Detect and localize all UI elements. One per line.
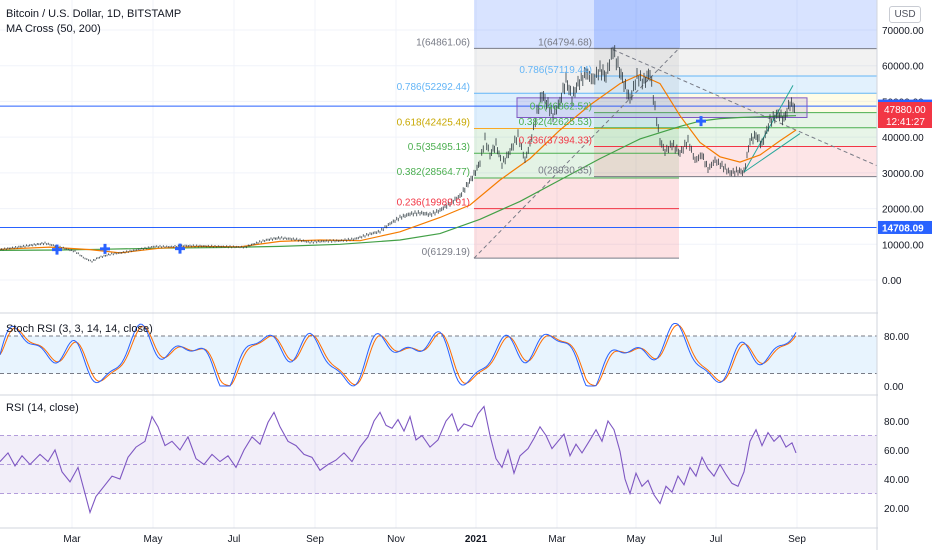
rsi-tick-label: 60.00 xyxy=(884,446,909,457)
price-tick-label: 20000.00 xyxy=(882,205,924,216)
price-tick-label: 60000.00 xyxy=(882,62,924,73)
price-tick-label: 40000.00 xyxy=(882,133,924,144)
symbol-title[interactable]: Bitcoin / U.S. Dollar, 1D, BITSTAMP xyxy=(6,8,182,20)
fib-level-lines xyxy=(474,47,877,259)
time-tick-label: Sep xyxy=(788,534,806,545)
stoch-k-line xyxy=(0,323,797,387)
stoch-band xyxy=(0,336,877,374)
price-tick-label: 0.00 xyxy=(882,276,902,287)
fib-right-label: 0.382(42625.53) xyxy=(519,117,592,128)
ma-cross-legend[interactable]: MA Cross (50, 200) xyxy=(6,23,101,35)
time-tick-label: Nov xyxy=(387,534,405,545)
ma-cross-marker xyxy=(52,244,62,255)
ma-cross-marker xyxy=(175,243,185,254)
ma-cross-marker xyxy=(100,243,110,254)
hline-badge-low: 14708.09 xyxy=(882,223,924,234)
fib-left-label: 0.786(52292.44) xyxy=(397,82,470,93)
rsi-tick-label: 80.00 xyxy=(884,417,909,428)
time-tick-label: 2021 xyxy=(465,534,488,545)
price-candles xyxy=(0,45,795,263)
rectangle-drawing xyxy=(516,97,808,118)
fib-left-label: 0(6129.19) xyxy=(422,247,470,258)
down-trend-dashed xyxy=(612,49,878,167)
time-tick-label: Mar xyxy=(63,534,81,545)
fib-right-label: 0(28930.35) xyxy=(538,166,592,177)
fib-zone xyxy=(474,208,679,259)
time-axis[interactable]: Mar May Jul Sep Nov 2021 Mar May Jul Sep xyxy=(63,534,806,545)
price-tick-label: 30000.00 xyxy=(882,169,924,180)
fib-zone-right xyxy=(594,112,877,128)
fib-right-label: 0.5(46862.52) xyxy=(530,102,592,113)
fib-level-labels: 1(64861.06) 0.786(52292.44) 0.618(42425.49… xyxy=(397,37,592,258)
fib-left-label: 1(64861.06) xyxy=(416,37,470,48)
rsi-legend[interactable]: RSI (14, close) xyxy=(6,402,79,414)
countdown-label: 12:41:27 xyxy=(886,117,925,128)
grid xyxy=(0,0,877,528)
stoch-rsi-pane xyxy=(0,323,877,387)
time-tick-label: Jul xyxy=(710,534,723,545)
stoch-rsi-legend[interactable]: Stoch RSI (3, 3, 14, 14, close) xyxy=(6,323,153,335)
stoch-tick-label: 0.00 xyxy=(884,382,904,393)
ma-cross-marker xyxy=(696,116,706,127)
fib-zone xyxy=(474,177,679,209)
fib-zone-right xyxy=(594,146,877,177)
fib-right-label: 0.786(57119.44) xyxy=(519,65,592,76)
time-tick-label: Sep xyxy=(306,534,324,545)
price-axis[interactable]: 70000.0060000.0050000.0040000.0030000.00… xyxy=(878,0,932,550)
fib-left-label: 0.382(28564.77) xyxy=(397,167,470,178)
rsi-pane xyxy=(0,405,877,515)
fib-left-label: 0.618(42425.49) xyxy=(397,117,470,128)
stoch-tick-label: 80.00 xyxy=(884,332,909,343)
time-tick-label: May xyxy=(144,534,163,545)
fib-right-label: 1(64794.68) xyxy=(538,38,592,49)
last-price-badge-bg xyxy=(878,102,932,128)
hline-badge-low-bg xyxy=(878,220,932,234)
fib-zone-right xyxy=(594,48,877,77)
time-tick-label: Mar xyxy=(548,534,566,545)
fib-left-label: 0.236(19989.91) xyxy=(397,198,470,209)
fib-right-label: 0.236(37394.33) xyxy=(519,135,592,146)
ma-cross-markers xyxy=(52,116,706,255)
fib-zone xyxy=(474,128,679,154)
range-box-top-inner xyxy=(594,0,680,49)
price-axis-background xyxy=(878,0,932,550)
last-price-label: 47880.00 xyxy=(884,105,926,116)
rsi-line xyxy=(0,405,797,515)
channel-lower xyxy=(743,133,801,173)
fib-zone xyxy=(474,93,679,129)
price-tick-label: 10000.00 xyxy=(882,240,924,251)
fib-zone-right xyxy=(594,127,877,147)
fib-left-label: 0.5(35495.13) xyxy=(408,142,470,153)
price-tick-label: 70000.00 xyxy=(882,26,924,37)
fib-zone-right xyxy=(594,76,877,94)
time-tick-label: May xyxy=(627,534,646,545)
time-tick-label: Jul xyxy=(228,534,241,545)
rsi-tick-label: 40.00 xyxy=(884,475,909,486)
currency-button[interactable]: USD xyxy=(889,6,921,23)
horizontal-lines[interactable] xyxy=(0,105,877,228)
rsi-tick-label: 20.00 xyxy=(884,504,909,515)
range-box-top xyxy=(474,0,877,49)
